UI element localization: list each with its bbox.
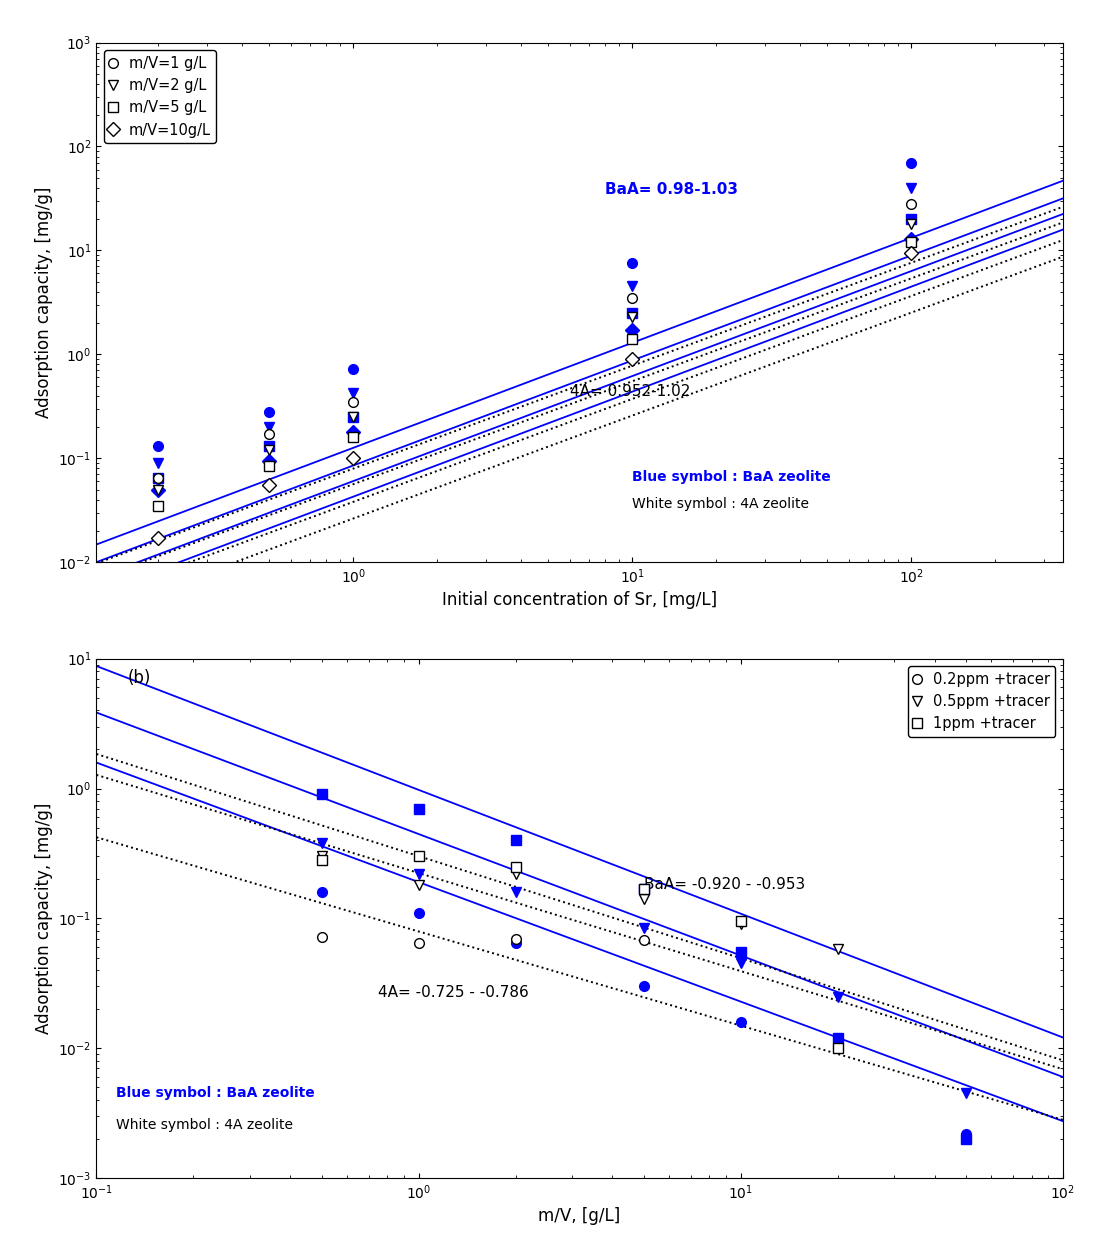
Y-axis label: Adsorption capacity, [mg/g]: Adsorption capacity, [mg/g] — [34, 803, 52, 1034]
Text: White symbol : 4A zeolite: White symbol : 4A zeolite — [633, 498, 809, 512]
X-axis label: Initial concentration of Sr, [mg/L]: Initial concentration of Sr, [mg/L] — [442, 591, 717, 609]
X-axis label: m/V, [g/L]: m/V, [g/L] — [538, 1207, 620, 1225]
Text: 4A= 0.952-1.02: 4A= 0.952-1.02 — [571, 383, 690, 398]
Text: 4A= -0.725 - -0.786: 4A= -0.725 - -0.786 — [379, 984, 529, 999]
Text: (b): (b) — [128, 669, 151, 687]
Text: Blue symbol : BaA zeolite: Blue symbol : BaA zeolite — [117, 1086, 315, 1100]
Legend: m/V=1 g/L, m/V=2 g/L, m/V=5 g/L, m/V=10g/L: m/V=1 g/L, m/V=2 g/L, m/V=5 g/L, m/V=10g… — [103, 50, 216, 144]
Text: BaA= 0.98-1.03: BaA= 0.98-1.03 — [605, 181, 738, 197]
Text: (a): (a) — [120, 97, 142, 115]
Y-axis label: Adsorption capacity, [mg/g]: Adsorption capacity, [mg/g] — [34, 186, 53, 418]
Text: BaA= -0.920 - -0.953: BaA= -0.920 - -0.953 — [644, 877, 805, 892]
Text: Blue symbol : BaA zeolite: Blue symbol : BaA zeolite — [633, 470, 831, 484]
Legend: 0.2ppm +tracer, 0.5ppm +tracer, 1ppm +tracer: 0.2ppm +tracer, 0.5ppm +tracer, 1ppm +tr… — [908, 667, 1056, 737]
Text: White symbol : 4A zeolite: White symbol : 4A zeolite — [117, 1118, 293, 1131]
